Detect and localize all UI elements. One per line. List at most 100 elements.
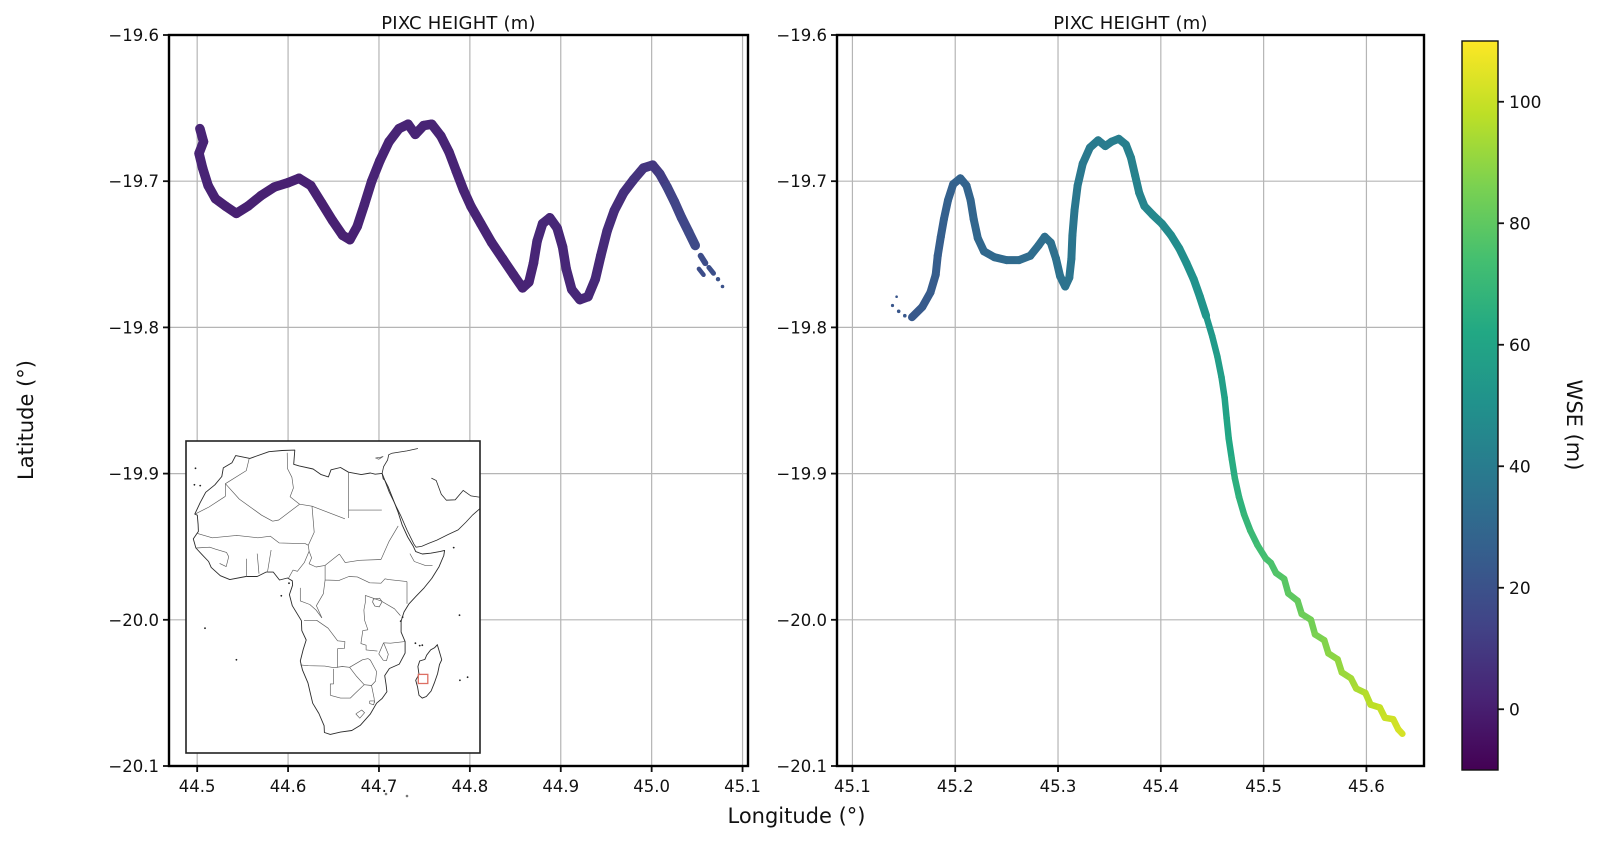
river-segment xyxy=(684,227,701,251)
island-dot xyxy=(235,658,238,661)
island-dot xyxy=(288,582,290,585)
country-border xyxy=(267,549,272,573)
coastline xyxy=(431,477,480,501)
colorbar-gradient xyxy=(1461,40,1499,771)
x-tick-label: 44.6 xyxy=(270,777,307,796)
country-border xyxy=(194,496,226,515)
country-border xyxy=(304,619,346,668)
colorbar-tick-label: 0 xyxy=(1509,700,1520,720)
country-border xyxy=(308,506,315,546)
coastline xyxy=(381,473,480,548)
africa-coastline xyxy=(192,449,446,735)
x-tick-label: 44.5 xyxy=(179,777,216,796)
country-border xyxy=(369,700,375,706)
island-dot xyxy=(399,620,402,622)
island-dot xyxy=(452,546,455,549)
y-tick-label: −19.6 xyxy=(108,26,159,45)
country-border xyxy=(363,595,369,630)
river-segment xyxy=(1208,332,1221,360)
study-area-rect xyxy=(417,673,429,685)
country-border xyxy=(256,553,260,574)
speck xyxy=(384,792,388,796)
y-tick-label: −19.7 xyxy=(108,172,159,191)
island-dot xyxy=(466,676,469,679)
river-segment xyxy=(1395,726,1406,738)
country-border xyxy=(300,664,350,669)
river-segment xyxy=(1221,394,1230,422)
river-left xyxy=(194,119,725,305)
country-border xyxy=(380,600,401,616)
country-border xyxy=(219,556,230,567)
country-border xyxy=(196,546,229,557)
country-border xyxy=(308,551,340,568)
country-border xyxy=(365,595,382,602)
map-shape xyxy=(375,456,384,460)
x-tick-label: 45.0 xyxy=(633,777,670,796)
coastline xyxy=(381,448,418,474)
axes-frame xyxy=(835,33,1426,768)
river-dot xyxy=(720,284,725,289)
river-dot xyxy=(895,295,898,299)
x-tick-label: 44.9 xyxy=(542,777,579,796)
island-dot xyxy=(458,614,461,617)
y-tick-label: −19.9 xyxy=(108,465,159,484)
island-dot xyxy=(401,616,404,618)
river-dot xyxy=(903,313,907,318)
x-tick-label: 45.4 xyxy=(1142,777,1179,796)
country-border xyxy=(225,483,273,522)
y-tick-label: −20.1 xyxy=(776,757,827,776)
country-border xyxy=(360,629,378,652)
y-tick-label: −19.9 xyxy=(776,465,827,484)
island-dot xyxy=(193,483,196,486)
country-border xyxy=(225,458,250,497)
river-segment xyxy=(1225,435,1236,463)
country-border xyxy=(324,565,408,584)
island-dot xyxy=(421,644,424,647)
country-border xyxy=(339,553,382,563)
river-segment xyxy=(1218,373,1228,401)
y-axis-label: Latitude (°) xyxy=(14,360,38,480)
island-dot xyxy=(199,484,202,487)
country-border xyxy=(349,658,369,668)
colorbar-tick-label: 40 xyxy=(1509,457,1531,477)
x-tick-label: 45.3 xyxy=(1040,777,1077,796)
axes-frame xyxy=(167,33,750,768)
country-border xyxy=(286,452,300,505)
country-border xyxy=(368,658,377,686)
river-segment xyxy=(706,265,716,276)
river-segment xyxy=(696,266,706,278)
country-border xyxy=(288,545,310,579)
colorbar-label: WSE (m) xyxy=(1562,379,1586,471)
x-tick-label: 44.8 xyxy=(451,777,488,796)
y-tick-label: −19.8 xyxy=(776,318,827,337)
country-border xyxy=(316,579,326,619)
y-tick-label: −20.0 xyxy=(108,611,159,630)
country-border xyxy=(380,525,399,560)
river-segment xyxy=(1202,312,1216,340)
colorbar-tick-label: 100 xyxy=(1509,93,1541,113)
colorbar-tick-label: 60 xyxy=(1509,336,1531,356)
y-tick-label: −20.1 xyxy=(108,757,159,776)
colorbar-tick-label: 20 xyxy=(1509,579,1531,599)
country-border xyxy=(299,587,323,619)
colorbar-tick-label: 80 xyxy=(1509,214,1531,234)
y-tick-label: −19.8 xyxy=(108,318,159,337)
island-dot xyxy=(418,644,421,647)
island-dot xyxy=(194,467,197,470)
x-tick-label: 45.6 xyxy=(1348,777,1385,796)
right-panel-title: PIXC HEIGHT (m) xyxy=(1053,13,1208,34)
y-tick-label: −19.6 xyxy=(776,26,827,45)
river-dot xyxy=(896,309,901,314)
inset-frame xyxy=(185,440,481,754)
country-border xyxy=(197,533,309,546)
country-border xyxy=(329,668,334,696)
river-dot xyxy=(715,277,721,282)
right-panel: 45.1 45.2 45.3 45.4 45.5 45.6 −19.6 −19.7 −19.8 −… xyxy=(776,26,1426,796)
madagascar-outline xyxy=(415,643,443,699)
river-segment xyxy=(1068,206,1079,240)
left-panel-title: PIXC HEIGHT (m) xyxy=(381,13,536,34)
river-dot xyxy=(890,303,895,308)
y-tick-label: −20.0 xyxy=(776,611,827,630)
